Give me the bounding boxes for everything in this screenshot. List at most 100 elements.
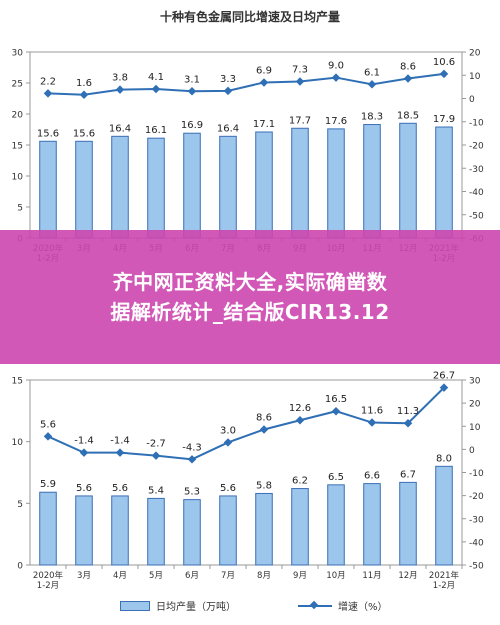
left-axis-tick-label: 30 <box>12 49 24 59</box>
growth-value-label: 5.6 <box>40 419 56 430</box>
growth-value-label: 9.0 <box>328 61 344 72</box>
bar <box>75 140 93 239</box>
right-axis-tick-label: -10 <box>469 469 484 479</box>
right-axis-tick-label: 30 <box>469 377 481 387</box>
bar-value-label: 17.1 <box>253 119 275 130</box>
right-axis-tick-label: -40 <box>469 188 484 198</box>
bar-value-label: 16.1 <box>145 125 167 136</box>
right-axis-tick-label: -30 <box>469 515 484 525</box>
right-axis-tick-label: -40 <box>469 538 484 548</box>
growth-point <box>295 415 305 425</box>
bar-value-label: 18.3 <box>361 112 383 123</box>
growth-point <box>79 448 89 457</box>
right-axis-tick-label: -20 <box>469 492 484 502</box>
x-axis-tick-label: 8月 <box>257 571 271 581</box>
growth-value-label: 8.6 <box>256 412 272 423</box>
growth-point <box>187 455 197 464</box>
growth-point <box>115 448 125 457</box>
growth-point <box>439 383 449 392</box>
x-axis-tick-label: 5月 <box>149 571 163 581</box>
bar <box>111 135 129 239</box>
bar-value-label: 5.3 <box>184 487 200 498</box>
growth-value-label: 7.3 <box>292 65 308 76</box>
bar <box>255 492 273 566</box>
growth-point <box>187 87 197 96</box>
bar-value-label: 8.0 <box>436 453 452 464</box>
chart-svg-bottom: 0 5 10 15 -50 -40 -30 -20 -10 0 10 20 30 5.9 5.6 5.6 5.4… <box>12 371 484 591</box>
growth-point <box>43 432 53 441</box>
growth-point <box>403 419 413 428</box>
bar <box>219 495 237 566</box>
growth-point <box>151 451 161 460</box>
growth-value-label: 4.1 <box>148 72 164 83</box>
bar <box>291 488 309 566</box>
bar-value-label: 6.6 <box>364 471 380 482</box>
right-axis-tick-label: 20 <box>469 400 481 410</box>
bar-value-label: 5.6 <box>112 483 128 494</box>
growth-point <box>115 85 125 94</box>
bar-value-label: 16.4 <box>109 123 131 134</box>
growth-point <box>151 84 161 94</box>
right-axis-tick-label: -30 <box>469 165 484 175</box>
growth-value-label: 10.6 <box>433 57 455 68</box>
right-axis-tick-label: -50 <box>469 211 484 221</box>
x-axis-tick-label: 3月 <box>77 571 91 581</box>
x-axis-tick-label: 11月 <box>362 571 381 581</box>
growth-value-label: 6.1 <box>364 67 380 78</box>
growth-line <box>47 386 445 461</box>
growth-value-label: 3.3 <box>220 74 236 85</box>
overlay-banner: 齐中网正资料大全,实际确凿数 据解析统计_结合版CIR13.12 <box>0 230 500 364</box>
growth-point <box>259 78 269 87</box>
bar-value-label: 5.9 <box>40 479 56 490</box>
right-axis-tick-label: -20 <box>469 142 484 152</box>
growth-point <box>331 73 341 82</box>
chart-nonferrous-metals: 十种有色金属同比增速及日均产量 051015202530-60-50-40-30… <box>0 0 500 262</box>
legend-item-line: 增速（%） <box>298 598 388 613</box>
bar-value-label: 17.6 <box>325 116 347 127</box>
left-axis-tick-label: 5 <box>17 500 23 510</box>
right-axis-tick-label: -10 <box>469 118 484 128</box>
bar <box>363 124 381 239</box>
growth-value-label: 2.2 <box>40 76 56 87</box>
left-axis-tick-label: 15 <box>12 377 23 387</box>
bar-value-label: 5.8 <box>256 480 272 491</box>
bar-value-label: 6.7 <box>400 469 416 480</box>
growth-point <box>439 69 449 79</box>
bar <box>75 495 93 566</box>
legend-line-swatch <box>298 601 332 611</box>
bar <box>183 499 201 566</box>
right-axis-tick-label: 0 <box>469 95 475 105</box>
right-axis-tick-label: 0 <box>469 446 475 456</box>
growth-value-label: 3.0 <box>220 425 236 436</box>
bar <box>399 122 417 239</box>
x-axis-tick-label: 9月 <box>293 571 307 581</box>
chart-title: 十种有色金属同比增速及日均产量 <box>159 10 340 24</box>
growth-point <box>223 438 233 447</box>
growth-point <box>223 86 233 96</box>
bar <box>435 465 453 566</box>
bar-value-label: 5.6 <box>76 483 92 494</box>
growth-line <box>47 72 445 96</box>
bar-value-label: 17.9 <box>433 114 455 125</box>
left-axis-tick-label: 20 <box>12 111 24 121</box>
banner-line-1: 齐中网正资料大全,实际确凿数 <box>112 270 388 294</box>
left-axis-tick-label: 25 <box>12 80 23 90</box>
x-axis-tick-label: 10月 <box>326 571 345 581</box>
chart-svg-top: 051015202530-60-50-40-30-20-100102015.61… <box>12 49 484 263</box>
legend-item-bars: 日均产量（万吨） <box>120 598 236 613</box>
bar-value-label: 6.2 <box>292 476 308 487</box>
right-axis-tick-label: 10 <box>469 72 481 82</box>
growth-point <box>43 89 53 98</box>
bar-value-label: 5.4 <box>148 485 164 496</box>
right-axis-tick-label: 20 <box>469 49 481 59</box>
bar <box>147 497 165 566</box>
growth-value-label: 12.6 <box>289 403 311 414</box>
bar-value-label: 15.6 <box>73 128 95 139</box>
x-axis-tick-label: 7月 <box>221 571 235 581</box>
bar <box>327 128 345 239</box>
chart-legend: 日均产量（万吨） 增速（%） <box>0 598 500 614</box>
left-axis-tick-label: 0 <box>17 562 23 572</box>
bar <box>147 137 165 239</box>
bar <box>363 483 381 566</box>
growth-point <box>367 80 377 89</box>
